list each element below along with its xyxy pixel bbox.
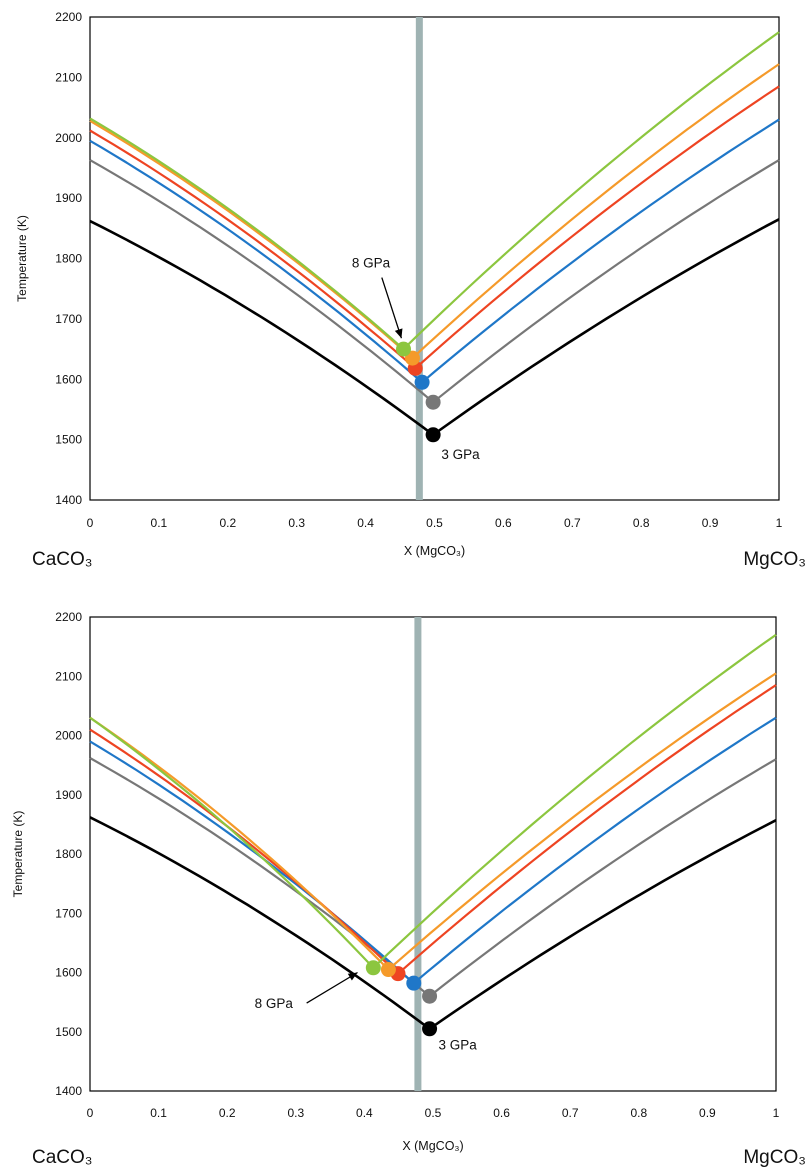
eutectic-point — [422, 1021, 438, 1037]
eutectic-point — [422, 988, 438, 1004]
y-tick-label: 1900 — [55, 788, 82, 802]
left-endmember-label: CaCO₃ — [32, 549, 93, 570]
x-tick-label: 0 — [87, 516, 94, 530]
x-tick-label: 0.7 — [562, 1106, 579, 1120]
annotation-arrow-line — [306, 971, 358, 1004]
x-tick-label: 0.9 — [702, 516, 719, 530]
annotation-label: 3 GPa — [441, 447, 480, 462]
eutectic-point — [365, 960, 381, 976]
chart-panel-top: 1400 1500 1600 1700 1800 1900 2000 2100 2200 0 0.1… — [0, 0, 809, 586]
y-tick-label: 2100 — [55, 70, 82, 84]
x-axis-title: X (MgCO₃) — [404, 544, 465, 558]
y-tick-label: 1800 — [55, 847, 82, 861]
right-endmember-label: MgCO₃ — [743, 549, 806, 570]
x-tick-label: 0.5 — [426, 516, 443, 530]
x-tick-label: 0.5 — [425, 1106, 442, 1120]
y-tick-label: 1500 — [55, 433, 82, 447]
y-tick-label: 2100 — [55, 669, 82, 683]
eutectic-point — [425, 394, 441, 410]
annotation-label: 3 GPa — [438, 1038, 477, 1053]
x-tick-label: 0 — [87, 1106, 94, 1120]
y-tick-label: 2000 — [55, 131, 82, 145]
y-tick-label: 1900 — [55, 191, 82, 205]
y-tick-label: 1600 — [55, 372, 82, 386]
annotation-arrow-head — [394, 328, 403, 339]
right-endmember-label: MgCO₃ — [743, 1147, 806, 1168]
eutectic-point — [395, 341, 411, 357]
left-endmember-label: CaCO₃ — [32, 1147, 93, 1168]
plot-frame — [89, 616, 777, 1092]
x-tick-label: 0.6 — [493, 1106, 510, 1120]
series-line — [89, 85, 780, 370]
x-axis-title: X (MgCO₃) — [402, 1139, 463, 1153]
chart-panel-bottom: 1400 1500 1600 1700 1800 1900 2000 2100 2200 0 0.1… — [0, 586, 809, 1173]
chart-bottom-svg: 1400 1500 1600 1700 1800 1900 2000 2100 2200 0 0.1… — [11, 610, 806, 1168]
y-axis-title: Temperature (K) — [11, 811, 25, 898]
y-tick-label: 2000 — [55, 729, 82, 743]
x-tick-label: 0.4 — [357, 516, 374, 530]
x-tick-label: 0.1 — [151, 516, 168, 530]
annotation-label: 8 GPa — [352, 256, 391, 271]
x-tick-label: 0.2 — [219, 1106, 236, 1120]
y-tick-label: 1400 — [55, 1084, 82, 1098]
x-tick-label: 0.1 — [150, 1106, 167, 1120]
x-tick-label: 0.3 — [288, 516, 305, 530]
y-tick-label: 1700 — [55, 312, 82, 326]
y-tick-label: 1800 — [55, 252, 82, 266]
eutectic-point — [425, 427, 441, 443]
plot-frame — [89, 16, 780, 501]
x-tick-label: 0.4 — [356, 1106, 373, 1120]
y-tick-label: 1600 — [55, 966, 82, 980]
annotation-label: 8 GPa — [255, 996, 294, 1011]
x-tick-label: 0.6 — [495, 516, 512, 530]
eutectic-point — [406, 975, 422, 991]
x-tick-label: 0.2 — [219, 516, 236, 530]
x-tick-label: 0.9 — [699, 1106, 716, 1120]
y-tick-label: 2200 — [55, 610, 82, 624]
y-tick-label: 1400 — [55, 493, 82, 507]
series-line — [89, 31, 780, 351]
annotation-arrow-line — [381, 277, 403, 339]
x-tick-label: 1 — [776, 516, 783, 530]
y-tick-label: 1700 — [55, 906, 82, 920]
eutectic-point — [414, 374, 430, 390]
x-tick-label: 0.8 — [633, 516, 650, 530]
series-line — [89, 63, 780, 360]
annotation-arrow-head — [347, 972, 358, 981]
y-tick-label: 1500 — [55, 1025, 82, 1039]
x-tick-label: 0.7 — [564, 516, 581, 530]
x-tick-label: 1 — [773, 1106, 780, 1120]
eutectic-point — [380, 962, 396, 978]
y-tick-label: 2200 — [55, 10, 82, 24]
y-axis-title: Temperature (K) — [15, 215, 29, 302]
x-tick-label: 0.3 — [287, 1106, 304, 1120]
x-tick-label: 0.8 — [630, 1106, 647, 1120]
chart-top-svg: 1400 1500 1600 1700 1800 1900 2000 2100 2200 0 0.1… — [15, 10, 806, 570]
